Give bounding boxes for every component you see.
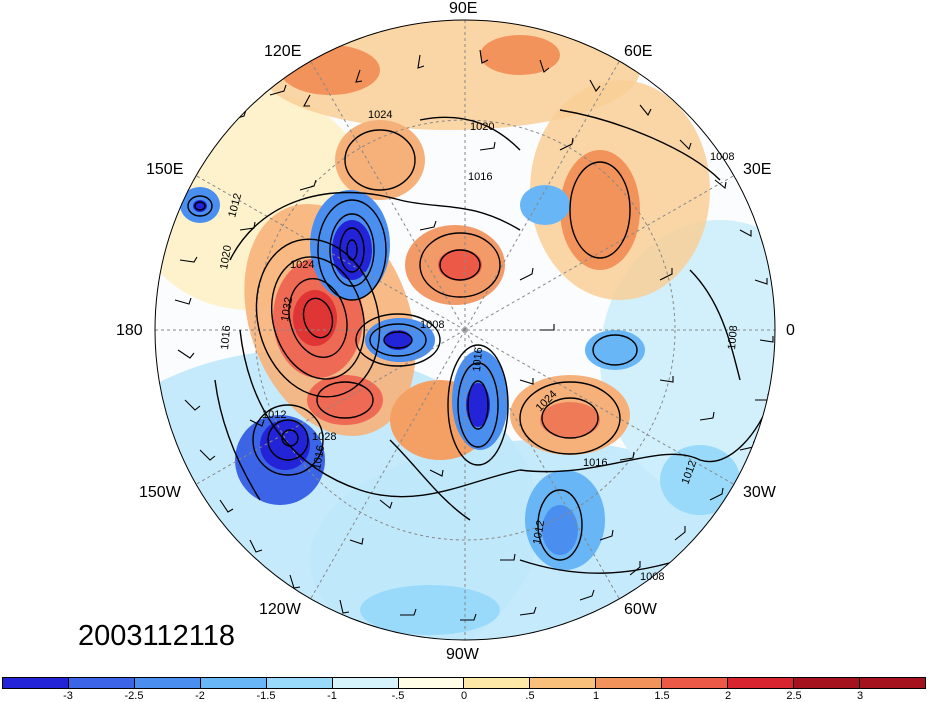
colorbar-tick-label: 1.5 <box>654 690 670 702</box>
timestamp-label: 2003112118 <box>78 620 235 652</box>
colorbar-bin <box>662 678 729 688</box>
colorbar-tick-label: 1 <box>592 690 600 702</box>
isobar-label: 1008 <box>420 319 444 331</box>
isobar-label: 1016 <box>219 325 233 350</box>
isobar-label: 1032 <box>279 296 295 322</box>
colorbar-bin <box>200 678 267 688</box>
colorbar-tick-label: 0 <box>460 690 468 702</box>
lon-label-30w: 30W <box>743 484 777 501</box>
colorbar-bin <box>530 678 597 688</box>
lon-label-120w: 120W <box>259 601 302 618</box>
isobar-label: 1020 <box>218 244 234 270</box>
lon-label-0: 0 <box>786 322 795 339</box>
lon-label-90e: 90E <box>449 0 477 17</box>
isobar-label: 1028 <box>312 431 336 443</box>
colorbar-bin <box>596 678 663 688</box>
lon-label-60e: 60E <box>624 43 652 60</box>
isobar-label: 1016 <box>468 171 492 183</box>
anomaly-field <box>155 20 775 640</box>
colorbar-bin <box>332 678 399 688</box>
graticule <box>155 20 775 640</box>
colorbar-bin <box>134 678 201 688</box>
colorbar-bin <box>68 678 135 688</box>
colorbar-tick-label: .5 <box>525 690 535 702</box>
colorbar-tick-label: 3 <box>856 690 864 702</box>
colorbar-tick-label: -1 <box>327 690 337 702</box>
isobar-contours <box>187 109 771 574</box>
colorbar-tick-label: 2.5 <box>786 690 802 702</box>
lon-label-180: 180 <box>116 322 143 339</box>
colorbar-tick-label: -2 <box>195 690 205 702</box>
colorbar-bin <box>266 678 333 688</box>
colorbar-tick-label: 2 <box>724 690 732 702</box>
isobar-label: 1016 <box>471 347 485 372</box>
lon-label-30e: 30E <box>743 161 771 178</box>
colorbar-tick-label: -2.5 <box>124 690 144 702</box>
isobar-label: 1024 <box>368 109 392 121</box>
lon-label-150e: 150E <box>146 161 183 178</box>
isobar-label: 1020 <box>470 121 494 133</box>
colorbar-bin <box>464 678 531 688</box>
colorbar-bin <box>859 678 925 688</box>
colorbar-tick-label: -3 <box>63 690 73 702</box>
isobar-label: 1024 <box>290 259 314 271</box>
colorbar-bin <box>728 678 795 688</box>
isobar-label: 1012 <box>531 519 547 545</box>
lon-label-90w: 90W <box>446 646 480 663</box>
lon-label-120e: 120E <box>264 43 301 60</box>
colorbar-tick-label: -.5 <box>391 690 405 702</box>
colorbar-bin <box>398 678 465 688</box>
colorbar-bin <box>3 678 69 688</box>
longitude-labels: 90E 60E 30E 0 30W 60W 90W 120W 150W 180 … <box>116 0 795 663</box>
colorbar-tick-label: -1.5 <box>256 690 276 702</box>
isobar-label: 1016 <box>583 457 607 469</box>
isobar-label: 1012 <box>262 409 286 421</box>
colorbar-bin <box>794 678 860 688</box>
map-border <box>154 19 776 641</box>
isobar-labels: 1024 1020 1008 1012 1020 1024 1032 1016 … <box>218 109 740 583</box>
isobar-label: 1016 <box>311 444 327 470</box>
wind-barbs <box>174 49 774 621</box>
lon-label-150w: 150W <box>139 484 182 501</box>
colorbar <box>2 677 926 689</box>
isobar-label: 1008 <box>726 325 740 350</box>
polar-map: 1024 1020 1008 1012 1020 1024 1032 1016 … <box>116 0 795 663</box>
lon-label-60w: 60W <box>624 601 658 618</box>
